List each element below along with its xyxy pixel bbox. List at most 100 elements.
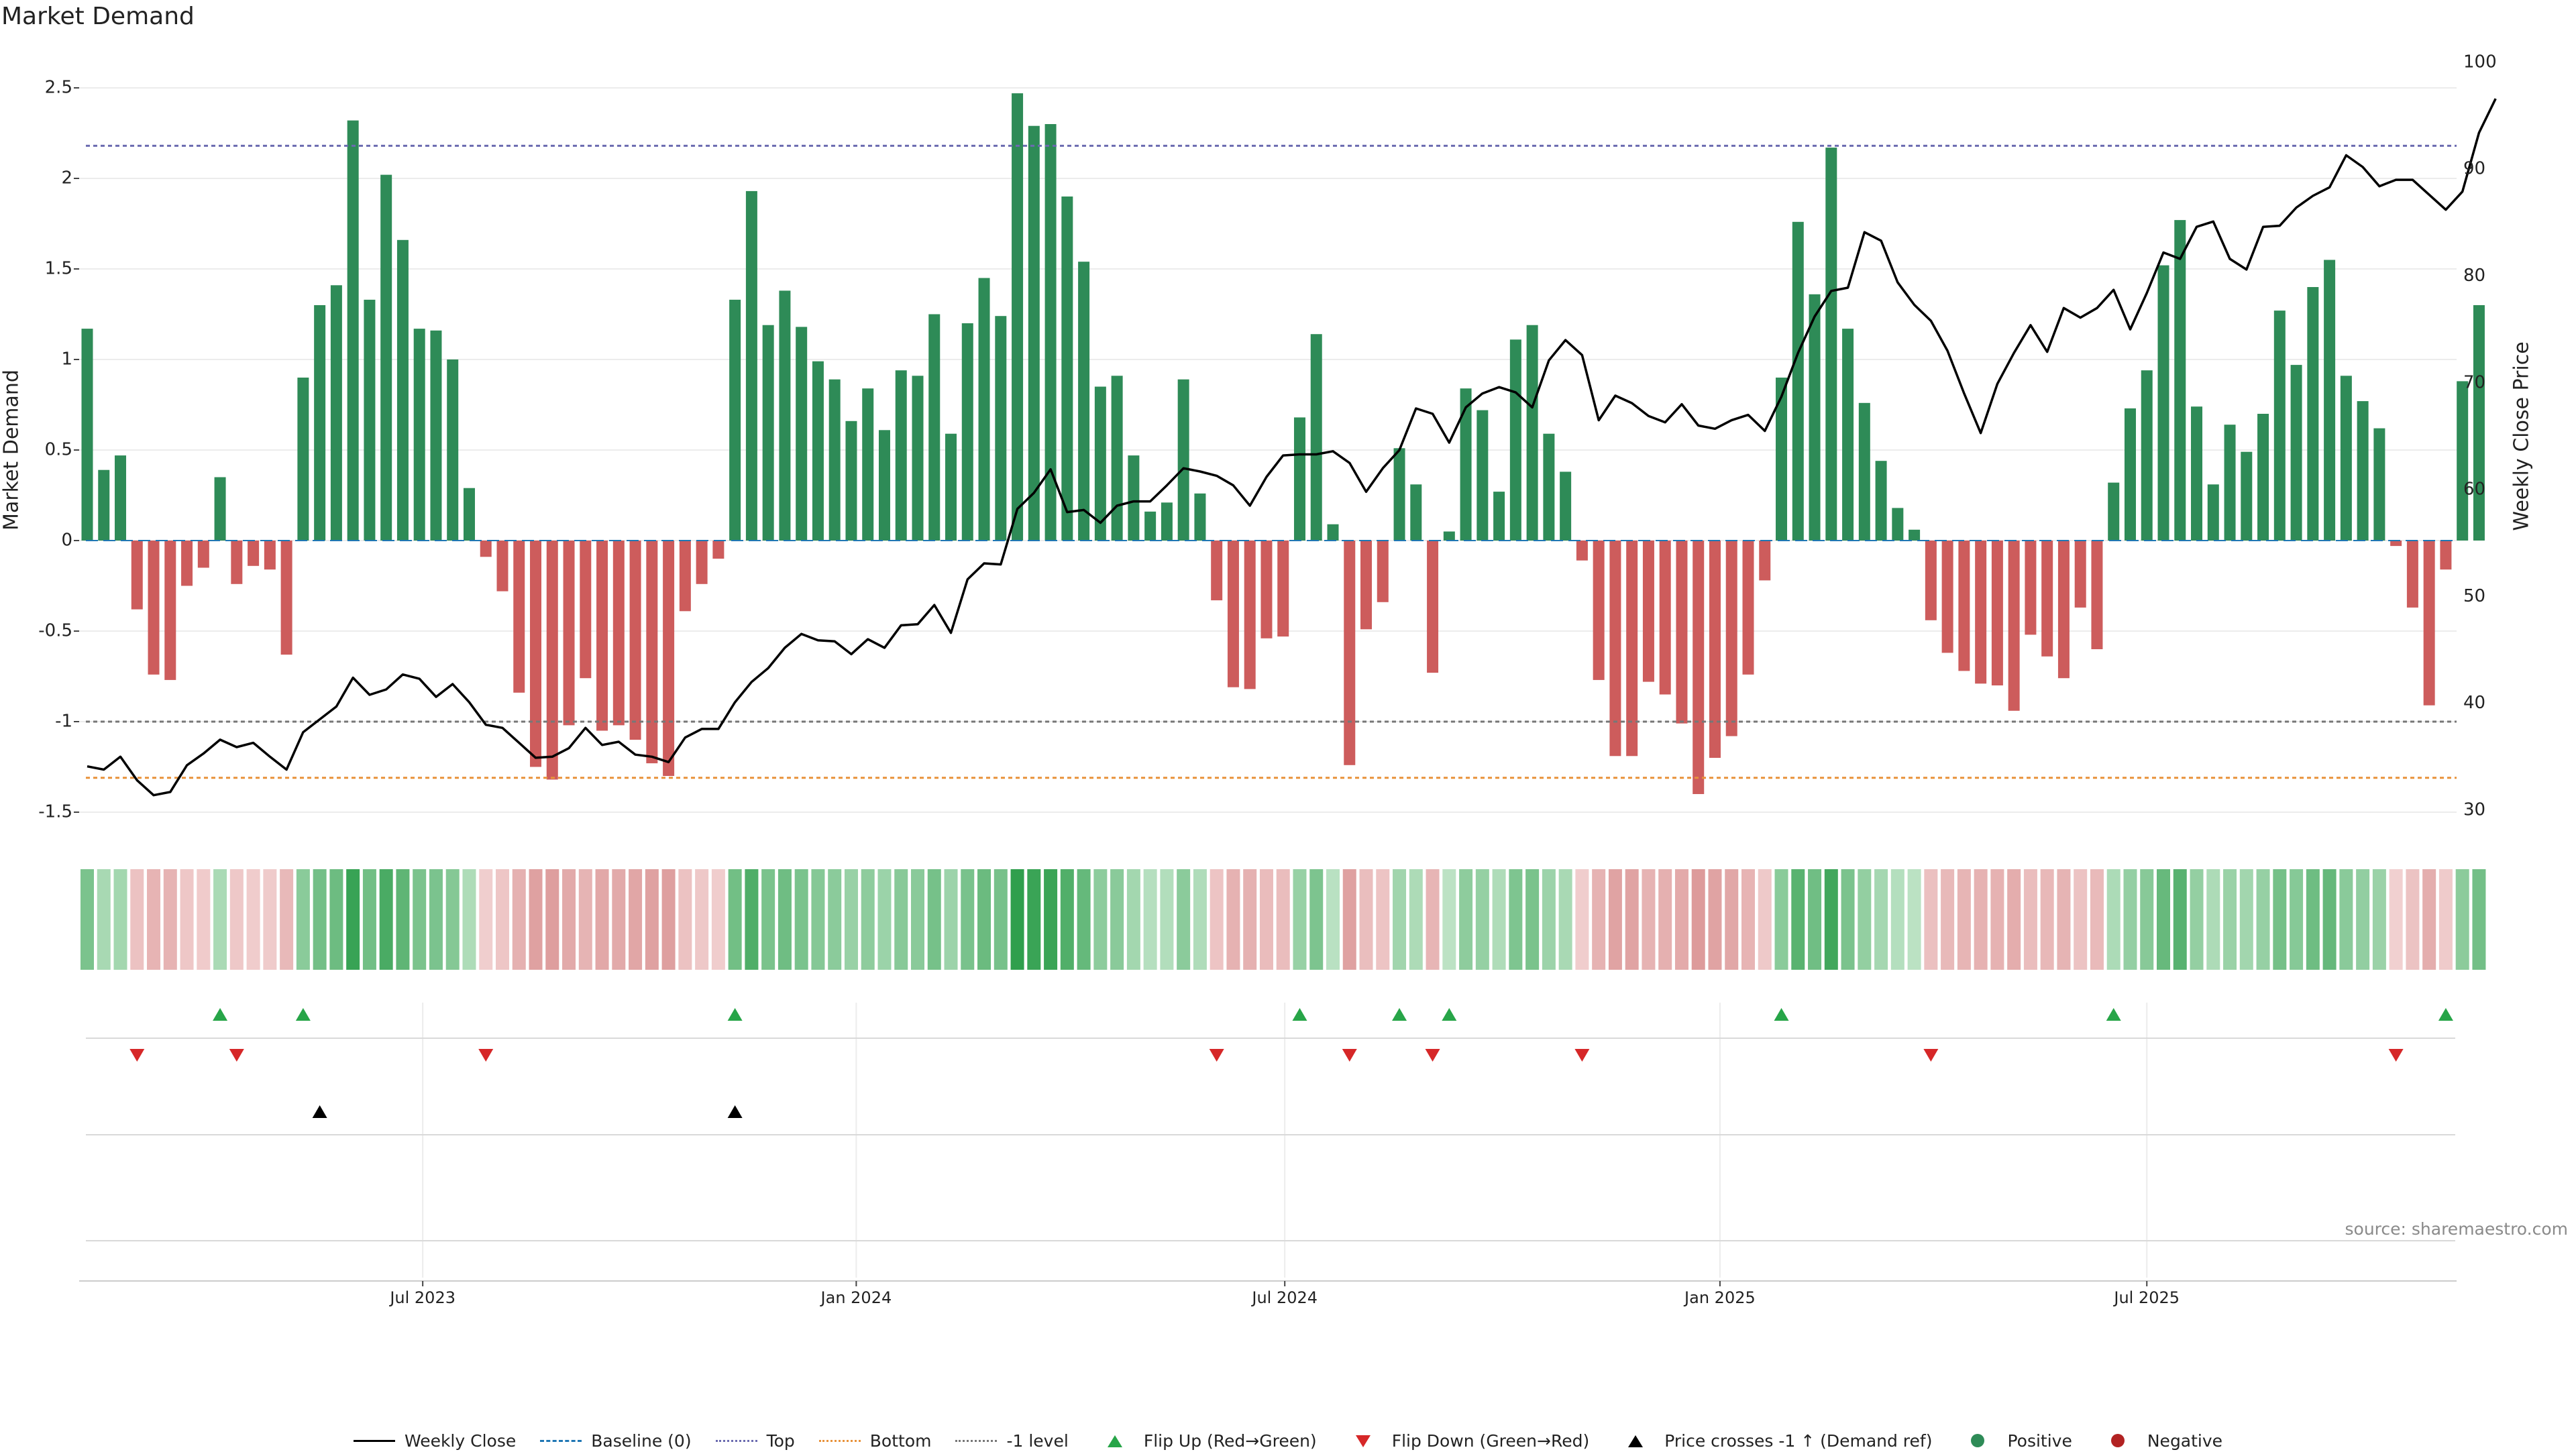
heat-cell bbox=[1608, 869, 1622, 970]
heat-cell bbox=[1874, 869, 1888, 970]
heat-cell bbox=[612, 869, 626, 970]
flip-down-marker bbox=[1209, 1049, 1224, 1062]
demand-bar bbox=[895, 370, 907, 541]
heat-cell bbox=[2306, 869, 2320, 970]
demand-bar bbox=[995, 316, 1007, 541]
heat-cell bbox=[113, 869, 127, 970]
heat-cell bbox=[147, 869, 161, 970]
y2-tick-label: 60 bbox=[2463, 480, 2485, 500]
flip-up-marker bbox=[1392, 1008, 1407, 1021]
heat-cell bbox=[1642, 869, 1656, 970]
demand-bar bbox=[612, 541, 625, 726]
demand-bar bbox=[978, 278, 990, 541]
demand-bar bbox=[1626, 541, 1638, 757]
demand-bar bbox=[2224, 425, 2236, 541]
heat-cell bbox=[362, 869, 376, 970]
demand-bar bbox=[2074, 541, 2086, 608]
heat-cell bbox=[1924, 869, 1938, 970]
heat-cell bbox=[1674, 869, 1688, 970]
demand-bar bbox=[1925, 541, 1937, 620]
price-cross-marker bbox=[727, 1105, 743, 1118]
heat-cell bbox=[1858, 869, 1872, 970]
y-tick-label: -1 bbox=[55, 712, 72, 732]
heat-cell bbox=[828, 869, 842, 970]
demand-bar bbox=[2191, 406, 2203, 541]
demand-bar bbox=[712, 541, 724, 559]
demand-bar bbox=[945, 433, 957, 541]
demand-bar bbox=[1094, 386, 1106, 541]
heat-cell bbox=[462, 869, 476, 970]
heat-cell bbox=[2074, 869, 2088, 970]
demand-bar bbox=[2241, 451, 2253, 541]
heat-cell bbox=[1044, 869, 1058, 970]
dot-icon bbox=[2096, 1434, 2138, 1447]
heat-cell bbox=[1459, 869, 1473, 970]
demand-bar bbox=[729, 299, 741, 541]
demand-bars bbox=[81, 93, 2485, 794]
heat-cell bbox=[1160, 869, 1174, 970]
heat-cell bbox=[761, 869, 775, 970]
y2-tick-label: 50 bbox=[2463, 586, 2485, 606]
demand-bar bbox=[2057, 541, 2070, 679]
demand-bar bbox=[1858, 402, 1870, 541]
demand-bar bbox=[347, 120, 359, 541]
flip-up-marker bbox=[1292, 1008, 1307, 1021]
demand-bar bbox=[480, 541, 492, 557]
demand-bar bbox=[1842, 329, 1854, 541]
heat-cell bbox=[1542, 869, 1556, 970]
demand-bar bbox=[646, 541, 658, 764]
demand-bar bbox=[1792, 221, 1804, 541]
heat-cell bbox=[1326, 869, 1340, 970]
heat-cell bbox=[562, 869, 576, 970]
demand-bar bbox=[2008, 541, 2020, 711]
heat-cell bbox=[296, 869, 310, 970]
heat-cell bbox=[1890, 869, 1904, 970]
demand-bar bbox=[1958, 541, 1970, 671]
heat-cell bbox=[1143, 869, 1157, 970]
demand-bar bbox=[828, 379, 841, 541]
weekly-close-series bbox=[87, 98, 2497, 797]
demand-bar bbox=[1593, 541, 1605, 680]
demand-bar bbox=[779, 290, 791, 541]
y-axis-label: Market Demand bbox=[0, 370, 23, 530]
heat-cell bbox=[711, 869, 725, 970]
legend-item: Baseline (0) bbox=[540, 1431, 692, 1451]
demand-bar bbox=[2373, 428, 2385, 541]
demand-bar bbox=[447, 359, 459, 541]
demand-bar bbox=[1875, 461, 1887, 541]
heat-cell bbox=[629, 869, 643, 970]
flip-down-marker bbox=[478, 1049, 494, 1062]
heat-cell bbox=[1509, 869, 1523, 970]
demand-bar bbox=[563, 541, 575, 726]
heat-cell bbox=[678, 869, 692, 970]
flip-down-marker bbox=[1425, 1049, 1440, 1062]
flip-up-marker bbox=[295, 1008, 311, 1021]
demand-bar bbox=[1061, 197, 1073, 541]
heat-cell bbox=[728, 869, 742, 970]
flip-up-marker bbox=[1442, 1008, 1457, 1021]
heat-cell bbox=[1093, 869, 1108, 970]
legend-label: Baseline (0) bbox=[591, 1431, 692, 1451]
price-cross-marker bbox=[312, 1105, 327, 1118]
demand-bar bbox=[1028, 125, 1040, 541]
heat-cell bbox=[97, 869, 111, 970]
legend-item: Price crosses -1 ↑ (Demand ref) bbox=[1613, 1431, 1932, 1451]
flip-down-marker bbox=[1574, 1049, 1590, 1062]
demand-bar bbox=[2406, 541, 2418, 608]
demand-bar bbox=[812, 361, 824, 541]
heat-cell bbox=[1758, 869, 1772, 970]
demand-bar bbox=[430, 330, 442, 541]
demand-bar bbox=[181, 541, 193, 586]
demand-bar bbox=[1759, 541, 1771, 581]
tri-up-icon bbox=[1093, 1434, 1134, 1447]
demand-bar bbox=[762, 325, 774, 541]
heat-cell bbox=[1907, 869, 1921, 970]
x-tick-label: Jan 2024 bbox=[820, 1288, 892, 1307]
heat-cell bbox=[1442, 869, 1456, 970]
demand-bar bbox=[496, 541, 508, 592]
demand-bar bbox=[2473, 305, 2485, 541]
demand-bar bbox=[2091, 541, 2103, 649]
demand-bar bbox=[98, 469, 110, 541]
heat-cell bbox=[944, 869, 958, 970]
legend-label: -1 level bbox=[1006, 1431, 1069, 1451]
